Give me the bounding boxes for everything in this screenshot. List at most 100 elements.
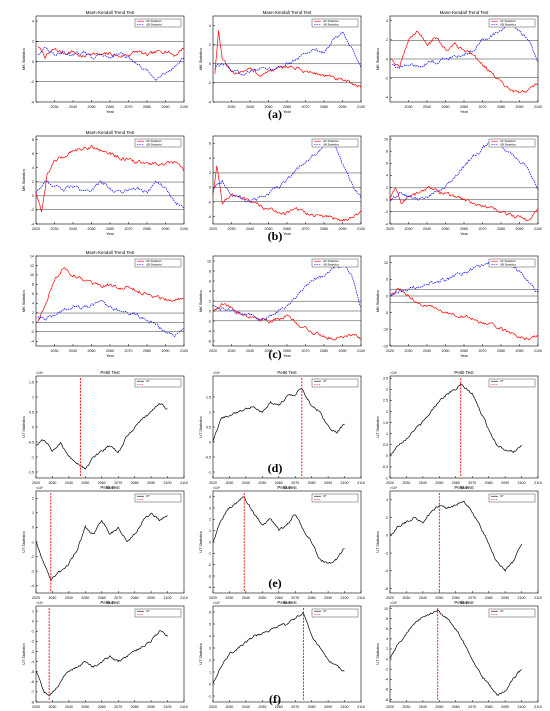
chart-title: Pettit Test: [277, 370, 297, 375]
y-tick-label: 3: [209, 506, 211, 510]
chart-panel: 2030 2040 2050 2060 2070 2080 2090 2100 -4 -2 0 2 4 Y…: [199, 10, 365, 114]
x-tick-label: 2090: [501, 596, 509, 600]
x-tick-label: 2050: [265, 105, 273, 109]
legend-box: [134, 258, 182, 268]
legend-label: UT: [323, 379, 327, 383]
legend-label: UT: [146, 379, 150, 383]
y-tick-label: 1.5: [383, 421, 388, 425]
plot-frame: [35, 375, 185, 479]
legend-label: UF Statistics: [323, 19, 339, 23]
y-tick-label: 3: [209, 646, 211, 650]
series-line: [37, 47, 185, 81]
series-line: [389, 383, 522, 456]
y-tick-label: -4: [31, 222, 34, 226]
x-tick-label: 2080: [497, 349, 505, 353]
x-tick-label: 2080: [320, 349, 328, 353]
y-tick-label: -2: [208, 200, 211, 204]
row-caption: (b): [267, 229, 283, 243]
x-tick-label: 2110: [534, 481, 542, 485]
plot-frame: [35, 255, 185, 347]
chart-panel: 2020 2030 2040 2050 2060 2070 2080 2090 2100-4-2…: [208, 135, 365, 236]
y-tick-label: 0: [209, 682, 211, 686]
y-tick-label: 3: [386, 388, 388, 392]
x-tick-label: 2060: [98, 481, 106, 485]
chart-panel: 2020 2030 2040 2050 2060 2070 2080 2090 2100-4-2…: [384, 135, 542, 236]
y-tick-label: 6: [209, 279, 211, 283]
x-tick-label: 2030: [228, 349, 236, 353]
y-tick-label: -6: [31, 680, 34, 684]
y-tick-label: -3: [31, 650, 34, 654]
plot-frame: [389, 375, 539, 479]
series-line: [212, 612, 345, 684]
plot-frame: [35, 490, 185, 594]
y-multiplier: ×10⁴: [390, 486, 398, 490]
x-tick-label: 2110: [180, 705, 188, 709]
x-tick-label: 2030: [402, 596, 410, 600]
y-tick-label: -6: [208, 339, 211, 343]
x-tick-label: 2100: [341, 596, 349, 600]
y-tick-label: 12: [30, 264, 34, 268]
legend-label: UT: [323, 609, 327, 613]
chart-title: Pettit Test: [100, 370, 120, 375]
legend-box: [488, 493, 536, 503]
y-multiplier: ×10⁴: [390, 601, 398, 605]
y-tick-label: 0: [209, 440, 211, 444]
plot-frame: [212, 375, 362, 479]
y-tick-label: -15: [383, 344, 388, 348]
x-tick-label: 2060: [283, 105, 291, 109]
legend-box: [488, 18, 536, 28]
chart-title: Mann-Kendall Trend Test: [86, 10, 136, 15]
y-tick-label: 8: [386, 149, 388, 153]
y-tick-label: -4: [31, 100, 34, 104]
chart-title: Pettit Test: [277, 600, 297, 605]
legend-label: UT: [500, 609, 504, 613]
x-tick-label: 2040: [246, 349, 254, 353]
x-tick-label: 2040: [419, 481, 427, 485]
x-tick-label: 2110: [357, 705, 365, 709]
y-tick-label: 2: [209, 518, 211, 522]
y-tick-label: 4: [386, 498, 388, 502]
y-tick-label: 0: [386, 294, 388, 298]
x-tick-label: 2050: [265, 227, 273, 231]
x-tick-label: 2060: [283, 227, 291, 231]
x-tick-label: 2060: [98, 596, 106, 600]
x-tick-label: 2030: [48, 481, 56, 485]
chart-title: Mann-Kendall Trend Test: [86, 250, 136, 255]
x-tick-label: 2070: [468, 481, 476, 485]
y-tick-label: -4: [31, 584, 34, 588]
x-tick-label: 2110: [180, 596, 188, 600]
x-tick-label: 2040: [423, 227, 431, 231]
y-axis-label: MK Statistics: [22, 169, 26, 191]
x-tick-label: 2080: [131, 705, 139, 709]
y-tick-label: 8: [386, 617, 388, 621]
y-tick-label: 10: [30, 273, 34, 277]
y-axis-label: UT Statistics: [199, 643, 203, 664]
y-tick-label: -0.5: [205, 455, 211, 459]
x-tick-label: 2050: [88, 105, 96, 109]
y-tick-label: 2: [386, 516, 388, 520]
chart-title: Mann-Kendall Trend Test: [263, 10, 313, 15]
x-tick-label: 2080: [497, 105, 505, 109]
y-tick-label: 2: [209, 43, 211, 47]
x-tick-label: 2020: [209, 705, 217, 709]
x-tick-label: 2040: [69, 227, 77, 231]
legend-label: UF Statistics: [323, 259, 339, 263]
y-tick-label: 0: [386, 534, 388, 538]
y-tick-label: -4: [31, 340, 34, 344]
series-line: [37, 267, 185, 323]
y-multiplier: ×10⁴: [213, 601, 221, 605]
y-multiplier: ×10⁴: [213, 371, 221, 375]
y-tick-label: -2: [31, 640, 34, 644]
x-tick-label: 2090: [516, 349, 524, 353]
x-tick-label: 2050: [258, 481, 266, 485]
x-tick-label: 2090: [516, 105, 524, 109]
chart-panel: 2020 2030 2040 2050 2060 2070 2080 2090 2100 2110…: [22, 600, 188, 711]
y-tick-label: -2: [385, 551, 388, 555]
series-line: [389, 288, 539, 341]
x-tick-label: 2100: [518, 596, 526, 600]
x-axis-label: Year: [106, 110, 114, 114]
x-tick-label: 2020: [209, 227, 217, 231]
series-line: [389, 259, 539, 297]
y-axis-label: UT Statistics: [22, 643, 26, 664]
x-tick-label: 2070: [291, 705, 299, 709]
